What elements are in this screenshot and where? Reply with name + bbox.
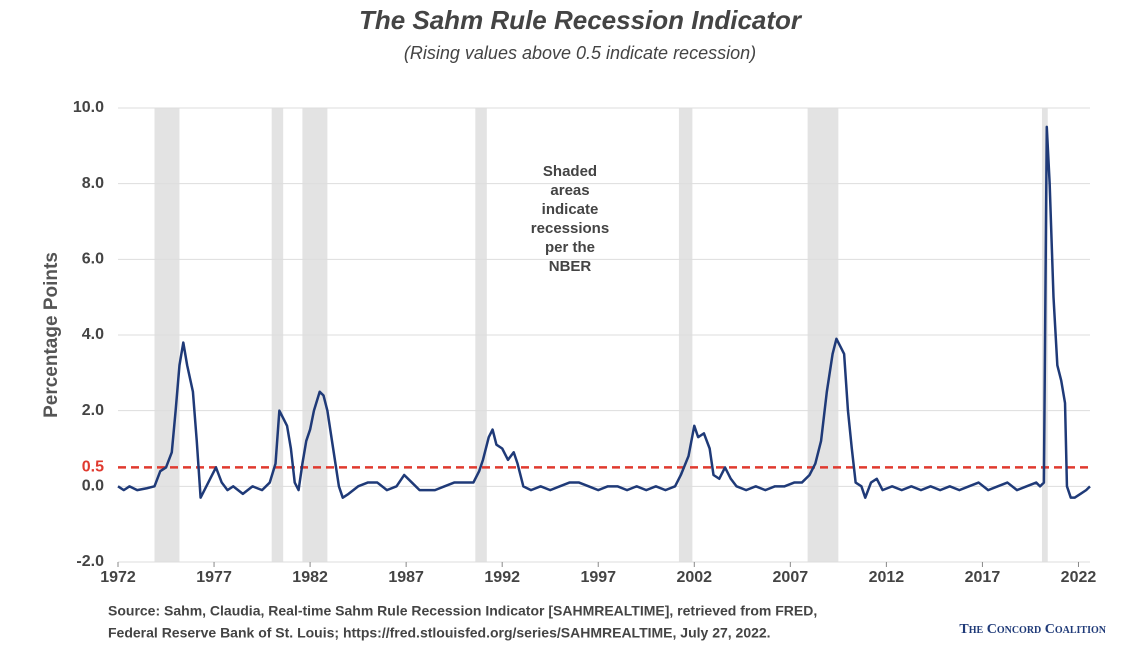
x-tick-label: 1982: [292, 569, 328, 586]
x-tick-label: 1987: [388, 569, 424, 586]
y-tick-label: 4.0: [82, 326, 104, 343]
y-tick-label: 2.0: [82, 402, 104, 419]
annotation: recessions: [531, 220, 609, 237]
y-tick-label: 8.0: [82, 175, 104, 192]
threshold-label: 0.5: [82, 459, 104, 476]
source-line: Source: Sahm, Claudia, Real-time Sahm Ru…: [108, 603, 817, 619]
x-tick-label: 1992: [484, 569, 520, 586]
y-tick-label: 6.0: [82, 251, 104, 268]
annotation: indicate: [542, 201, 599, 218]
y-tick-label: 10.0: [73, 99, 104, 116]
x-tick-label: 2012: [869, 569, 905, 586]
annotation: per the: [545, 239, 595, 256]
logo: The Concord Coalition: [959, 622, 1106, 637]
annotation: areas: [550, 182, 589, 199]
x-tick-label: 2007: [773, 569, 809, 586]
chart-subtitle: (Rising values above 0.5 indicate recess…: [404, 43, 756, 63]
chart-title: The Sahm Rule Recession Indicator: [359, 5, 803, 35]
y-tick-label: -2.0: [76, 553, 104, 570]
x-tick-label: 2022: [1061, 569, 1097, 586]
y-axis-label: Percentage Points: [41, 252, 62, 418]
x-tick-label: 1972: [100, 569, 136, 586]
x-tick-label: 2017: [965, 569, 1001, 586]
annotation: NBER: [549, 258, 592, 275]
x-tick-label: 1977: [196, 569, 232, 586]
annotation: Shaded: [543, 163, 597, 180]
source-line: Federal Reserve Bank of St. Louis; https…: [108, 625, 771, 641]
x-tick-label: 2002: [676, 569, 712, 586]
y-tick-label: 0.0: [82, 478, 104, 495]
x-tick-label: 1997: [580, 569, 616, 586]
series-line: [117, 125, 1091, 499]
